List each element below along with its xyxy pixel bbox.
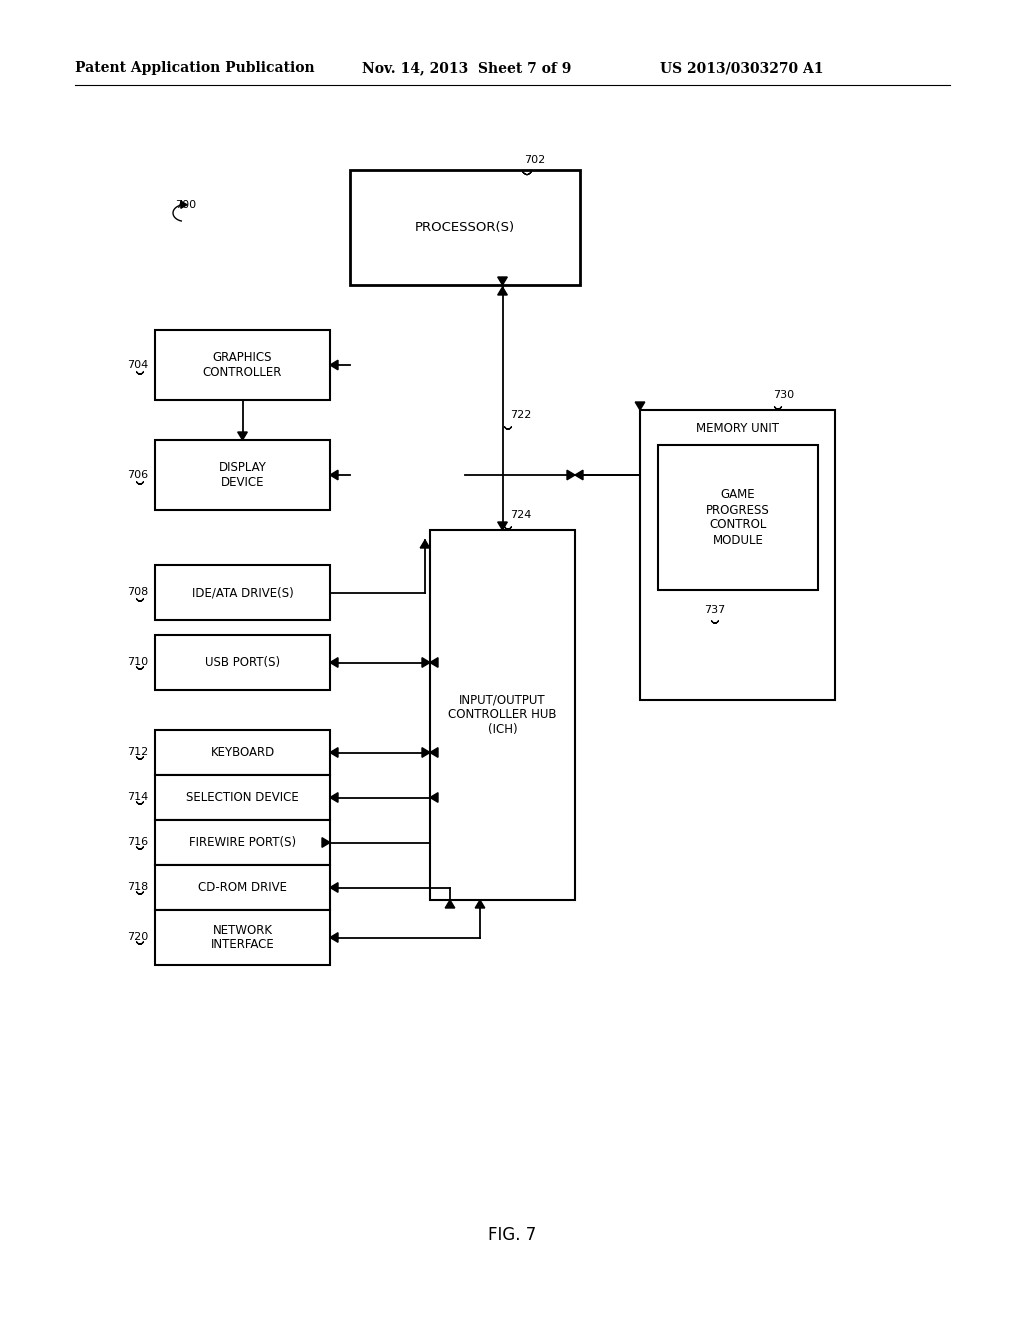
Polygon shape: [330, 657, 338, 668]
Text: 730: 730: [773, 389, 795, 400]
Text: 716: 716: [127, 837, 148, 847]
Text: GRAPHICS
CONTROLLER: GRAPHICS CONTROLLER: [203, 351, 283, 379]
Text: INPUT/OUTPUT
CONTROLLER HUB
(ICH): INPUT/OUTPUT CONTROLLER HUB (ICH): [449, 693, 557, 737]
Text: DISPLAY
DEVICE: DISPLAY DEVICE: [218, 461, 266, 488]
Polygon shape: [330, 933, 338, 942]
Text: GAME
PROGRESS
CONTROL
MODULE: GAME PROGRESS CONTROL MODULE: [707, 488, 770, 546]
Text: 700: 700: [175, 201, 197, 210]
Polygon shape: [498, 286, 507, 294]
Text: 712: 712: [127, 747, 148, 756]
Bar: [658, 445, 818, 590]
Polygon shape: [238, 432, 248, 440]
Text: 704: 704: [127, 360, 148, 370]
Bar: [155, 820, 330, 865]
Text: FIG. 7: FIG. 7: [487, 1226, 537, 1243]
Bar: [155, 730, 330, 775]
Text: 702: 702: [524, 154, 545, 165]
Polygon shape: [430, 747, 438, 758]
Polygon shape: [430, 793, 438, 803]
Polygon shape: [445, 900, 455, 908]
Polygon shape: [430, 657, 438, 668]
Text: 722: 722: [510, 411, 531, 420]
Bar: [155, 865, 330, 909]
Bar: [155, 565, 330, 620]
Polygon shape: [330, 747, 338, 758]
Polygon shape: [498, 277, 507, 285]
Polygon shape: [330, 883, 338, 892]
Polygon shape: [475, 900, 484, 908]
Bar: [155, 330, 330, 400]
Text: 737: 737: [705, 605, 726, 615]
Polygon shape: [322, 838, 330, 847]
Text: USB PORT(S): USB PORT(S): [205, 656, 280, 669]
Polygon shape: [420, 540, 430, 548]
Text: US 2013/0303270 A1: US 2013/0303270 A1: [660, 61, 823, 75]
Text: 708: 708: [127, 587, 148, 597]
Text: CD-ROM DRIVE: CD-ROM DRIVE: [198, 880, 287, 894]
Text: IDE/ATA DRIVE(S): IDE/ATA DRIVE(S): [191, 586, 293, 599]
Bar: [430, 531, 575, 900]
Bar: [640, 411, 835, 700]
Text: PROCESSOR(S): PROCESSOR(S): [415, 220, 515, 234]
Polygon shape: [498, 521, 507, 531]
Polygon shape: [181, 201, 186, 209]
Polygon shape: [422, 747, 430, 758]
Text: 720: 720: [127, 932, 148, 942]
Polygon shape: [330, 360, 338, 370]
Text: 706: 706: [127, 470, 148, 480]
Text: Patent Application Publication: Patent Application Publication: [75, 61, 314, 75]
Polygon shape: [567, 470, 575, 479]
Bar: [155, 775, 330, 820]
Bar: [155, 440, 330, 510]
Polygon shape: [422, 657, 430, 668]
Text: Nov. 14, 2013  Sheet 7 of 9: Nov. 14, 2013 Sheet 7 of 9: [362, 61, 571, 75]
Text: 710: 710: [127, 657, 148, 667]
Text: SELECTION DEVICE: SELECTION DEVICE: [186, 791, 299, 804]
Bar: [155, 635, 330, 690]
Text: 714: 714: [127, 792, 148, 803]
Text: FIREWIRE PORT(S): FIREWIRE PORT(S): [189, 836, 296, 849]
Text: KEYBOARD: KEYBOARD: [210, 746, 274, 759]
Bar: [155, 909, 330, 965]
Text: 724: 724: [510, 510, 531, 520]
Polygon shape: [330, 793, 338, 803]
Polygon shape: [575, 470, 583, 479]
Polygon shape: [635, 403, 645, 411]
Polygon shape: [330, 470, 338, 479]
Text: 718: 718: [127, 882, 148, 892]
Text: NETWORK
INTERFACE: NETWORK INTERFACE: [211, 924, 274, 952]
Bar: [350, 170, 580, 285]
Text: MEMORY UNIT: MEMORY UNIT: [696, 421, 779, 434]
